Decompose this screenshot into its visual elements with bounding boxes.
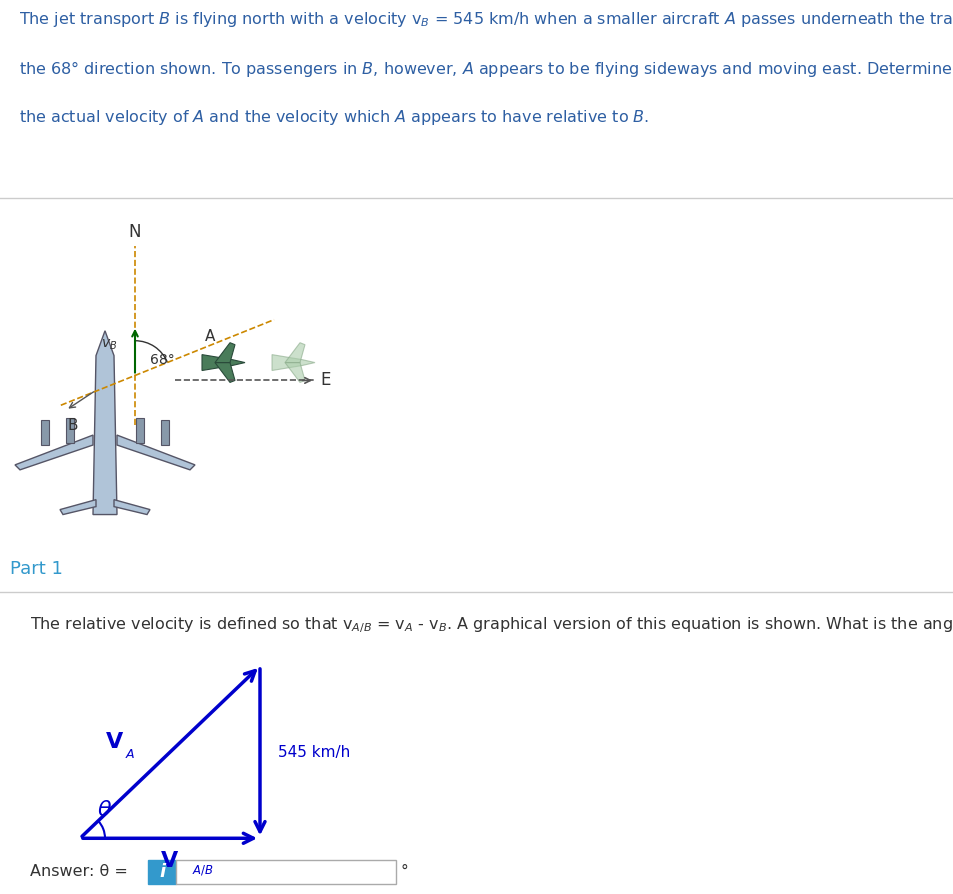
Text: $v_B$: $v_B$ [101,338,117,352]
Polygon shape [214,342,234,363]
Polygon shape [113,500,150,515]
FancyBboxPatch shape [175,859,395,884]
Polygon shape [214,363,234,383]
Text: $\mathbf{V}$: $\mathbf{V}$ [106,732,125,752]
Text: The jet transport $\it{B}$ is flying north with a velocity v$_B$ = 545 km/h when: The jet transport $\it{B}$ is flying nor… [19,10,953,29]
FancyBboxPatch shape [148,859,175,884]
Polygon shape [161,420,169,445]
Text: Part 1: Part 1 [10,560,62,578]
Text: $\mathbf{V}$: $\mathbf{V}$ [160,850,179,871]
Polygon shape [285,342,305,363]
Text: the 68° direction shown. To passengers in $\it{B}$, however, $\it{A}$ appears to: the 68° direction shown. To passengers i… [19,59,953,79]
Polygon shape [60,500,96,515]
Polygon shape [92,331,117,515]
Text: A: A [205,329,215,343]
Polygon shape [66,418,74,443]
Polygon shape [41,420,49,445]
Polygon shape [202,355,245,370]
Polygon shape [136,418,144,443]
Text: The relative velocity is defined so that v$_{A/B}$ = v$_A$ - v$_B$. A graphical : The relative velocity is defined so that… [30,615,953,636]
Text: i: i [159,863,165,881]
Text: $_A$: $_A$ [125,743,135,761]
Text: N: N [129,224,141,241]
Polygon shape [272,355,314,370]
Polygon shape [117,435,194,470]
Polygon shape [15,435,92,470]
Text: °: ° [400,864,408,879]
Text: $_{A/B}$: $_{A/B}$ [192,860,213,878]
Text: 545 km/h: 545 km/h [277,745,350,760]
Text: Answer: θ =: Answer: θ = [30,864,132,879]
Text: $\theta$: $\theta$ [97,800,112,820]
Text: B: B [68,418,78,433]
Polygon shape [285,363,305,383]
Text: 68°: 68° [150,352,174,367]
Text: E: E [319,371,330,390]
Text: the actual velocity of $\it{A}$ and the velocity which $\it{A}$ appears to have : the actual velocity of $\it{A}$ and the … [19,108,649,127]
